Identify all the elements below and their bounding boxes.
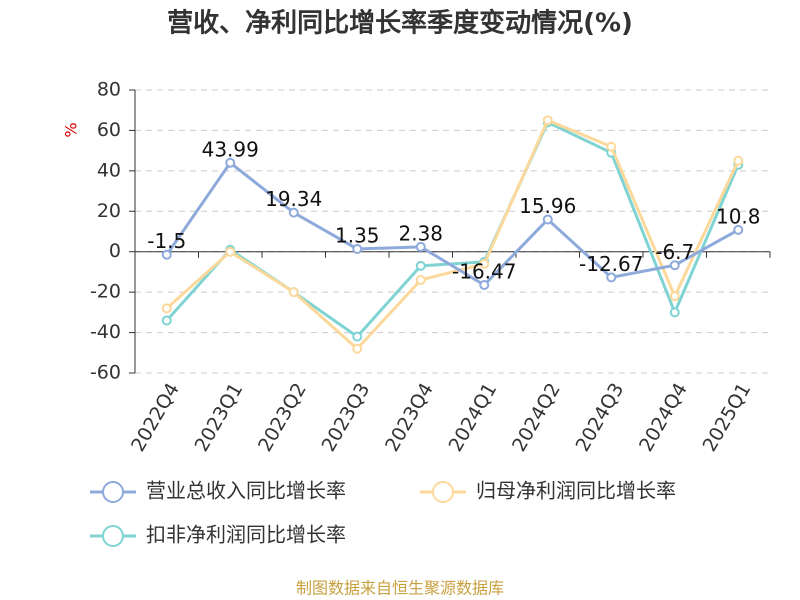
value-label: -1.5 — [147, 229, 186, 253]
x-tick-label: 2024Q4 — [635, 379, 692, 455]
data-point — [352, 343, 363, 354]
data-point — [288, 287, 299, 298]
data-point — [669, 291, 680, 302]
value-label: 19.34 — [265, 187, 322, 211]
data-point — [479, 280, 490, 291]
data-point — [733, 155, 744, 166]
value-label: 10.8 — [716, 204, 761, 228]
data-point — [415, 241, 426, 252]
data-point — [542, 115, 553, 126]
y-tick-label: 40 — [97, 159, 121, 181]
legend-marker — [102, 525, 124, 547]
data-point — [669, 260, 680, 271]
data-point — [161, 315, 172, 326]
x-tick-label: 2022Q4 — [127, 379, 184, 455]
x-tick-label: 2023Q4 — [381, 379, 438, 455]
x-tick-label: 2024Q3 — [572, 379, 629, 455]
y-tick-label: 20 — [97, 200, 121, 222]
series-line — [165, 160, 739, 287]
legend-label: 营业总收入同比增长率 — [146, 479, 346, 503]
data-point — [669, 307, 680, 318]
data-point — [479, 258, 490, 269]
value-label: -16.47 — [452, 260, 516, 284]
y-axis-label: % — [62, 122, 81, 137]
data-point — [288, 207, 299, 218]
x-tick-label: 2023Q1 — [191, 379, 248, 455]
value-label: 15.96 — [519, 194, 576, 218]
value-label: 43.99 — [202, 137, 259, 161]
data-point — [542, 214, 553, 225]
value-label: -6.7 — [655, 240, 694, 264]
y-tick-label: 60 — [97, 119, 121, 141]
y-tick-label: -40 — [90, 321, 121, 343]
x-tick-label: 2023Q3 — [318, 379, 375, 455]
legend-label: 归母净利润同比增长率 — [476, 479, 676, 503]
value-label: -12.67 — [579, 252, 643, 276]
legend-label: 扣非净利润同比增长率 — [146, 523, 346, 547]
data-point — [606, 141, 617, 152]
data-point — [225, 157, 236, 168]
data-point — [352, 331, 363, 342]
data-point — [161, 303, 172, 314]
source-note: 制图数据来自恒生聚源数据库 — [296, 579, 504, 598]
y-tick-label: -20 — [90, 281, 121, 303]
data-point — [161, 249, 172, 260]
series-line — [165, 118, 740, 351]
legend-marker — [432, 481, 454, 503]
legend-marker — [102, 481, 124, 503]
data-point — [606, 272, 617, 283]
x-tick-label: 2024Q1 — [445, 379, 502, 455]
x-tick-label: 2024Q2 — [508, 379, 565, 455]
x-tick-label: 2023Q2 — [254, 379, 311, 455]
value-label: 1.35 — [335, 223, 380, 247]
value-label: 2.38 — [398, 221, 443, 245]
y-tick-label: 80 — [97, 79, 121, 101]
y-tick-label: -60 — [90, 362, 121, 384]
data-point — [225, 246, 236, 257]
chart-title: 营收、净利同比增长率季度变动情况(%) — [167, 8, 633, 39]
data-point — [352, 243, 363, 254]
y-tick-label: 0 — [109, 240, 121, 262]
data-point — [415, 275, 426, 286]
x-tick-label: 2025Q1 — [699, 379, 756, 455]
data-point — [733, 224, 744, 235]
data-point — [415, 260, 426, 271]
